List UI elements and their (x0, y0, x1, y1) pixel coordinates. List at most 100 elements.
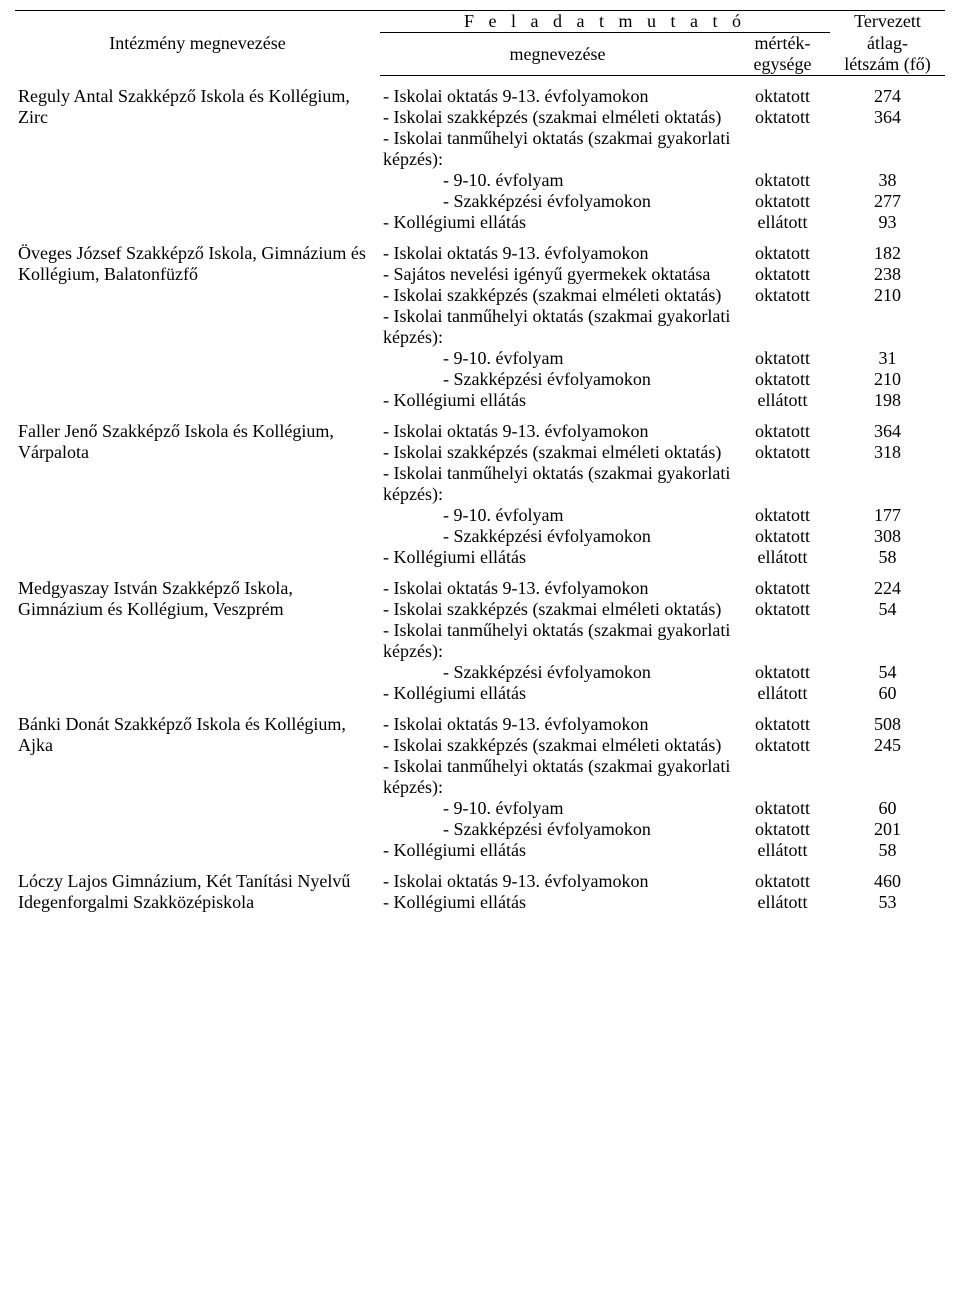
task-count: 58 (830, 547, 945, 568)
institution-name: Lóczy Lajos Gimnázium, Két Tanítási Nyel… (15, 871, 380, 913)
task-unit: ellátott (735, 892, 830, 913)
task-count: 508 (830, 714, 945, 735)
task-label: - Iskolai szakképzés (szakmai elméleti o… (380, 735, 735, 756)
task-label: - Iskolai oktatás 9-13. évfolyamokon (380, 421, 735, 442)
institution-name: Medgyaszay István Szakképző Iskola, Gimn… (15, 578, 380, 704)
task-label: - Iskolai tanműhelyi oktatás (szakmai gy… (380, 756, 735, 798)
task-unit: oktatott (735, 191, 830, 212)
task-label: - 9-10. évfolyam (380, 170, 735, 191)
task-count: 54 (830, 662, 945, 683)
task-unit: oktatott (735, 285, 830, 306)
task-unit: oktatott (735, 243, 830, 264)
task-label: - Kollégiumi ellátás (380, 212, 735, 233)
table-row: Medgyaszay István Szakképző Iskola, Gimn… (15, 578, 945, 599)
task-label: - 9-10. évfolyam (380, 798, 735, 819)
task-unit: oktatott (735, 798, 830, 819)
task-count: 177 (830, 505, 945, 526)
task-count: 245 (830, 735, 945, 756)
task-count: 210 (830, 285, 945, 306)
task-unit: ellátott (735, 390, 830, 411)
task-unit (735, 128, 830, 170)
task-unit: oktatott (735, 442, 830, 463)
task-unit: oktatott (735, 348, 830, 369)
group-spacer (15, 704, 945, 714)
task-count: 224 (830, 578, 945, 599)
table-row: Reguly Antal Szakképző Iskola és Kollégi… (15, 86, 945, 107)
task-count: 58 (830, 840, 945, 861)
table-row: Öveges József Szakképző Iskola, Gimnáziu… (15, 243, 945, 264)
group-spacer (15, 411, 945, 421)
task-label: - Iskolai szakképzés (szakmai elméleti o… (380, 599, 735, 620)
task-label: - Szakképzési évfolyamokon (380, 662, 735, 683)
task-unit: oktatott (735, 107, 830, 128)
task-unit: oktatott (735, 735, 830, 756)
task-unit (735, 306, 830, 348)
task-unit: ellátott (735, 840, 830, 861)
task-label: - 9-10. évfolyam (380, 505, 735, 526)
task-count: 31 (830, 348, 945, 369)
task-unit: oktatott (735, 871, 830, 892)
task-count: 364 (830, 421, 945, 442)
task-label: - Kollégiumi ellátás (380, 390, 735, 411)
task-label: - Kollégiumi ellátás (380, 840, 735, 861)
task-label: - Szakképzési évfolyamokon (380, 191, 735, 212)
table-header: Intézmény megnevezése F e l a d a t m u … (15, 11, 945, 76)
task-label: - Kollégiumi ellátás (380, 683, 735, 704)
col-header-count-l3: létszám (fő) (830, 54, 945, 76)
task-label: - Sajátos nevelési igényű gyermekek okta… (380, 264, 735, 285)
col-header-count-l2: átlag- (830, 33, 945, 55)
task-count (830, 620, 945, 662)
task-count: 182 (830, 243, 945, 264)
col-header-count-l1: Tervezett (830, 11, 945, 33)
group-spacer (15, 861, 945, 871)
task-unit: oktatott (735, 578, 830, 599)
col-header-task-group: F e l a d a t m u t a t ó (380, 11, 830, 33)
task-count: 93 (830, 212, 945, 233)
task-label: - Iskolai oktatás 9-13. évfolyamokon (380, 578, 735, 599)
task-unit: oktatott (735, 264, 830, 285)
task-count (830, 306, 945, 348)
table-body: Reguly Antal Szakképző Iskola és Kollégi… (15, 76, 945, 914)
task-unit: oktatott (735, 86, 830, 107)
task-label: - Iskolai tanműhelyi oktatás (szakmai gy… (380, 620, 735, 662)
task-label: - Iskolai tanműhelyi oktatás (szakmai gy… (380, 463, 735, 505)
task-count: 201 (830, 819, 945, 840)
task-count: 210 (830, 369, 945, 390)
task-count: 364 (830, 107, 945, 128)
task-count: 274 (830, 86, 945, 107)
task-label: - Iskolai szakképzés (szakmai elméleti o… (380, 442, 735, 463)
task-unit: ellátott (735, 547, 830, 568)
task-count: 198 (830, 390, 945, 411)
task-label: - Iskolai tanműhelyi oktatás (szakmai gy… (380, 128, 735, 170)
task-label: - Szakképzési évfolyamokon (380, 819, 735, 840)
institution-name: Bánki Donát Szakképző Iskola és Kollégiu… (15, 714, 380, 861)
task-count: 38 (830, 170, 945, 191)
table-row: Lóczy Lajos Gimnázium, Két Tanítási Nyel… (15, 871, 945, 892)
task-unit: oktatott (735, 170, 830, 191)
task-unit: oktatott (735, 662, 830, 683)
task-unit: oktatott (735, 369, 830, 390)
task-label: - Iskolai oktatás 9-13. évfolyamokon (380, 243, 735, 264)
institution-name: Reguly Antal Szakképző Iskola és Kollégi… (15, 86, 380, 233)
task-count: 54 (830, 599, 945, 620)
task-label: - Iskolai oktatás 9-13. évfolyamokon (380, 714, 735, 735)
task-unit: oktatott (735, 421, 830, 442)
task-count (830, 128, 945, 170)
task-unit: oktatott (735, 505, 830, 526)
group-spacer (15, 233, 945, 243)
task-unit: oktatott (735, 599, 830, 620)
task-label: - Iskolai szakképzés (szakmai elméleti o… (380, 107, 735, 128)
task-count (830, 756, 945, 798)
task-unit (735, 463, 830, 505)
task-label: - Iskolai oktatás 9-13. évfolyamokon (380, 871, 735, 892)
task-unit: oktatott (735, 714, 830, 735)
task-unit: ellátott (735, 683, 830, 704)
col-header-institution: Intézmény megnevezése (15, 11, 380, 76)
task-count: 238 (830, 264, 945, 285)
group-spacer (15, 76, 945, 87)
task-unit (735, 756, 830, 798)
task-count: 60 (830, 683, 945, 704)
task-count: 277 (830, 191, 945, 212)
table-row: Bánki Donát Szakképző Iskola és Kollégiu… (15, 714, 945, 735)
institution-name: Faller Jenő Szakképző Iskola és Kollégiu… (15, 421, 380, 568)
